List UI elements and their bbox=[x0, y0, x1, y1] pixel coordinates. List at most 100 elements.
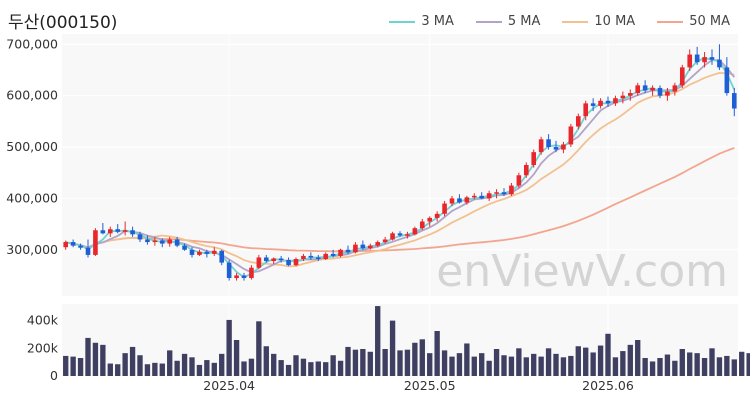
candle bbox=[145, 235, 150, 245]
volume-bar bbox=[694, 353, 700, 376]
volume-bar bbox=[375, 306, 381, 376]
candle bbox=[152, 236, 158, 246]
volume-bar bbox=[701, 358, 708, 376]
candle bbox=[412, 226, 418, 236]
candle bbox=[211, 247, 217, 256]
candle-body bbox=[204, 251, 210, 254]
candle bbox=[650, 85, 655, 96]
volume-bar bbox=[129, 346, 136, 376]
volume-bar bbox=[278, 360, 284, 376]
candle bbox=[197, 249, 202, 256]
candle bbox=[635, 82, 641, 96]
volume-bar bbox=[137, 355, 143, 376]
candle-body bbox=[724, 67, 730, 94]
candle bbox=[449, 195, 455, 207]
candle bbox=[709, 49, 715, 65]
candle-body bbox=[635, 85, 641, 94]
volume-bar bbox=[486, 360, 492, 376]
candle-body bbox=[731, 93, 737, 109]
candle bbox=[345, 245, 351, 254]
candle-body bbox=[590, 103, 596, 106]
volume-bar bbox=[323, 362, 329, 376]
candle bbox=[561, 141, 566, 154]
candle-body bbox=[405, 234, 410, 236]
candle bbox=[70, 239, 76, 248]
volume-bar bbox=[441, 350, 448, 376]
volume-bar bbox=[248, 358, 255, 376]
candle-body bbox=[189, 249, 195, 255]
candle bbox=[434, 211, 440, 222]
volume-bar bbox=[642, 358, 648, 376]
candle-body bbox=[464, 197, 470, 203]
candle bbox=[78, 243, 83, 250]
candle bbox=[293, 257, 299, 267]
volume-bar bbox=[233, 340, 240, 376]
volume-bar bbox=[620, 351, 626, 376]
candle-body bbox=[219, 250, 225, 263]
candle-body bbox=[122, 230, 128, 232]
volume-bar bbox=[664, 354, 671, 376]
volume-bar bbox=[159, 363, 165, 376]
volume-bar bbox=[77, 358, 84, 376]
candle bbox=[375, 240, 381, 248]
candle bbox=[174, 236, 180, 248]
candle bbox=[226, 260, 232, 281]
candle bbox=[286, 257, 291, 267]
volume-bar bbox=[352, 349, 359, 376]
legend-label-50ma: 50 MA bbox=[689, 14, 730, 29]
volume-bar bbox=[144, 364, 151, 376]
legend-label-5ma: 5 MA bbox=[507, 14, 541, 29]
candle-body bbox=[382, 239, 388, 243]
volume-bar bbox=[204, 360, 210, 376]
volume-bar bbox=[516, 348, 522, 376]
volume-bar bbox=[337, 360, 344, 376]
candle bbox=[241, 272, 247, 281]
candle-body bbox=[657, 87, 663, 96]
candle-body bbox=[568, 126, 574, 145]
candle-body bbox=[561, 144, 566, 150]
candle bbox=[538, 136, 544, 155]
volume-bar bbox=[612, 357, 619, 376]
candle bbox=[590, 98, 596, 112]
candle bbox=[679, 64, 685, 88]
volume-bar bbox=[538, 356, 544, 376]
volume-bar bbox=[434, 331, 440, 376]
candle-body bbox=[390, 233, 395, 240]
candle bbox=[471, 193, 477, 200]
volume-bar bbox=[107, 363, 113, 376]
candle-body bbox=[419, 221, 425, 229]
chart-legend: 3 MA 5 MA 10 MA 50 MA bbox=[389, 14, 730, 29]
candle bbox=[330, 249, 336, 258]
candle-body bbox=[605, 100, 611, 104]
candle-body bbox=[672, 85, 678, 92]
candle-body bbox=[620, 95, 626, 99]
candle bbox=[509, 182, 514, 196]
volume-bar bbox=[360, 349, 366, 376]
volume-bar bbox=[382, 349, 388, 376]
candle-body bbox=[159, 240, 165, 244]
candle bbox=[717, 44, 722, 70]
candle bbox=[657, 85, 663, 99]
volume-bar bbox=[545, 348, 552, 376]
volume-bar bbox=[92, 342, 99, 376]
candle-body bbox=[338, 249, 343, 256]
volume-tick-label: 200k bbox=[27, 340, 59, 355]
candle-body bbox=[360, 244, 366, 249]
price-panel-bg bbox=[62, 34, 738, 296]
volume-bar bbox=[115, 364, 121, 376]
volume-bar bbox=[464, 343, 470, 376]
candle bbox=[494, 189, 499, 199]
candle-body bbox=[650, 87, 655, 91]
candle bbox=[367, 243, 373, 250]
candle bbox=[159, 238, 165, 248]
candle bbox=[256, 254, 262, 270]
candle bbox=[419, 218, 425, 231]
volume-bar bbox=[716, 357, 723, 376]
volume-bar bbox=[709, 348, 715, 376]
volume-bar bbox=[471, 356, 477, 376]
candle bbox=[182, 243, 187, 251]
candle bbox=[486, 190, 492, 201]
candle-body bbox=[457, 198, 462, 203]
volume-bar bbox=[263, 346, 269, 376]
volume-bar bbox=[605, 333, 611, 376]
